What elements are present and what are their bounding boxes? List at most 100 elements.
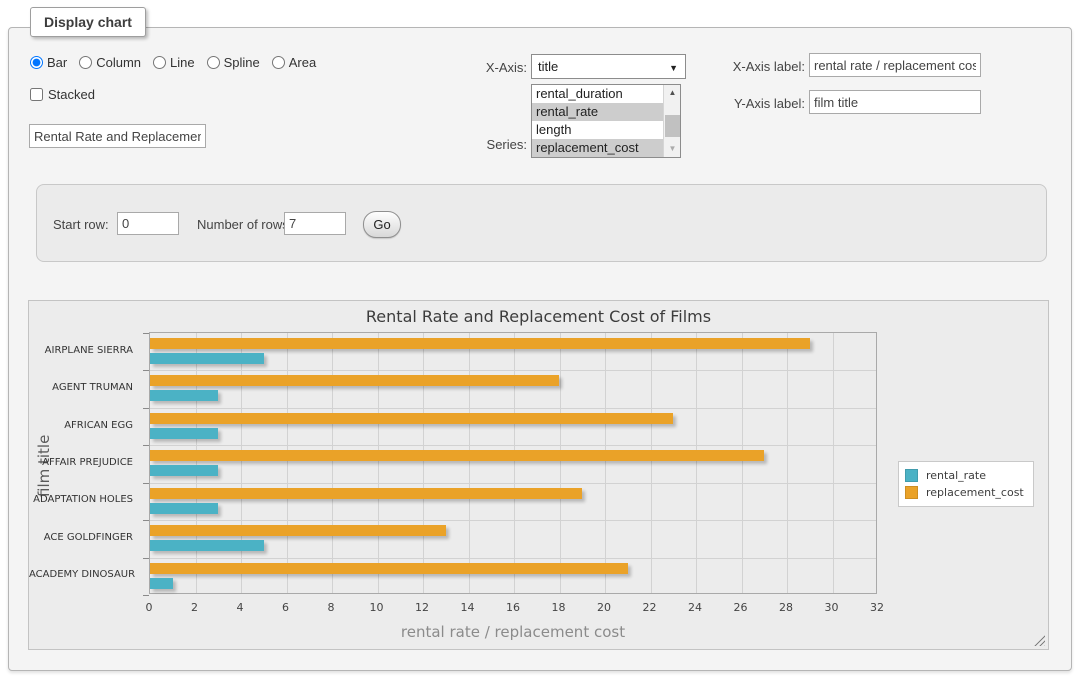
- x-tick-labels: 02468101214161820222426283032: [149, 601, 877, 615]
- radio-label-column: Column: [96, 55, 141, 70]
- x-tick-label-6: 6: [271, 601, 301, 614]
- chart-type-radio-group: Bar Column Line Spline Area: [30, 55, 328, 70]
- x-gridline-10: [378, 333, 379, 593]
- radio-label-bar: Bar: [47, 55, 67, 70]
- category-label: AIRPLANE SIERRA: [29, 345, 133, 357]
- x-axis-select-label: X-Axis:: [420, 60, 527, 75]
- category-label: ACADEMY DINOSAUR: [29, 569, 133, 581]
- series-listbox[interactable]: rental_durationrental_ratelengthreplacem…: [531, 84, 681, 158]
- stacked-row: Stacked: [30, 87, 95, 102]
- x-gridline-30: [833, 333, 834, 593]
- bar-rental_rate-affair-prejudice: [150, 465, 218, 476]
- series-list-label: Series:: [420, 137, 527, 152]
- x-axis-selected-value: title: [538, 59, 558, 74]
- x-tick-label-30: 30: [817, 601, 847, 614]
- scroll-down-icon[interactable]: ▼: [664, 141, 681, 157]
- category-label: AFFAIR PREJUDICE: [29, 457, 133, 469]
- chart-legend: rental_rate replacement_cost: [898, 461, 1034, 507]
- legend-swatch-replacement_cost: [905, 486, 918, 499]
- resize-grip-icon[interactable]: [1032, 633, 1045, 646]
- series-scrollbar[interactable]: ▲ ▼: [663, 85, 680, 157]
- y-tick-mark-3: [143, 445, 149, 446]
- x-gridline-22: [651, 333, 652, 593]
- scroll-up-icon[interactable]: ▲: [664, 85, 681, 101]
- legend-label-replacement_cost: replacement_cost: [926, 486, 1024, 499]
- bar-replacement_cost-ace-goldfinger: [150, 525, 446, 536]
- bar-rental_rate-agent-truman: [150, 390, 218, 401]
- y-gridline-4: [150, 483, 876, 484]
- y-tick-mark-6: [143, 558, 149, 559]
- radio-line[interactable]: [153, 56, 166, 69]
- x-tick-label-0: 0: [134, 601, 164, 614]
- bar-rental_rate-adaptation-holes: [150, 503, 218, 514]
- x-tick-label-12: 12: [407, 601, 437, 614]
- bar-rental_rate-airplane-sierra: [150, 353, 264, 364]
- y-gridline-5: [150, 520, 876, 521]
- y-axis-label-input[interactable]: [809, 90, 981, 114]
- x-tick-label-32: 32: [862, 601, 892, 614]
- y-tick-mark-0: [143, 333, 149, 334]
- x-gridline-4: [241, 333, 242, 593]
- x-axis-label-input[interactable]: [809, 53, 981, 77]
- row-range-panel: Start row: Number of rows: Go: [36, 184, 1047, 262]
- bar-rental_rate-african-egg: [150, 428, 218, 439]
- x-axis-select[interactable]: title ▼: [531, 54, 686, 79]
- series-option-replacement_cost[interactable]: replacement_cost: [532, 139, 663, 157]
- series-option-length[interactable]: length: [532, 121, 663, 139]
- category-label: AGENT TRUMAN: [29, 382, 133, 394]
- x-tick-label-2: 2: [180, 601, 210, 614]
- chart-type-option-spline: Spline: [207, 55, 260, 70]
- chart-title: Rental Rate and Replacement Cost of Film…: [29, 307, 1048, 326]
- start-row-input[interactable]: [117, 212, 179, 235]
- y-gridline-3: [150, 445, 876, 446]
- start-row-label: Start row:: [53, 217, 109, 232]
- x-tick-label-18: 18: [544, 601, 574, 614]
- bar-replacement_cost-academy-dinosaur: [150, 563, 628, 574]
- x-tick-label-4: 4: [225, 601, 255, 614]
- x-gridline-12: [423, 333, 424, 593]
- y-tick-mark-7: [143, 595, 149, 596]
- legend-label-rental_rate: rental_rate: [926, 469, 986, 482]
- scrollbar-thumb[interactable]: [665, 115, 680, 137]
- number-of-rows-input[interactable]: [284, 212, 346, 235]
- bar-rental_rate-academy-dinosaur: [150, 578, 173, 589]
- radio-area[interactable]: [272, 56, 285, 69]
- x-gridline-28: [787, 333, 788, 593]
- series-option-rental_rate[interactable]: rental_rate: [532, 103, 663, 121]
- x-tick-label-22: 22: [635, 601, 665, 614]
- y-tick-mark-1: [143, 370, 149, 371]
- bar-replacement_cost-agent-truman: [150, 375, 559, 386]
- chart-x-axis-title: rental rate / replacement cost: [149, 623, 877, 641]
- go-button[interactable]: Go: [363, 211, 401, 238]
- chart-type-option-area: Area: [272, 55, 316, 70]
- stacked-label: Stacked: [48, 87, 95, 102]
- x-tick-label-24: 24: [680, 601, 710, 614]
- bar-replacement_cost-adaptation-holes: [150, 488, 582, 499]
- radio-label-line: Line: [170, 55, 195, 70]
- stacked-checkbox[interactable]: [30, 88, 43, 101]
- y-gridline-6: [150, 558, 876, 559]
- series-option-rental_duration[interactable]: rental_duration: [532, 85, 663, 103]
- legend-item-rental_rate: rental_rate: [905, 467, 1024, 484]
- x-gridline-24: [696, 333, 697, 593]
- radio-bar[interactable]: [30, 56, 43, 69]
- chart-type-option-bar: Bar: [30, 55, 67, 70]
- category-labels: AIRPLANE SIERRA AGENT TRUMAN AFRICAN EGG AF…: [29, 332, 141, 594]
- x-tick-label-8: 8: [316, 601, 346, 614]
- bar-replacement_cost-airplane-sierra: [150, 338, 810, 349]
- x-gridline-16: [514, 333, 515, 593]
- chart-title-input[interactable]: [29, 124, 206, 148]
- radio-column[interactable]: [79, 56, 92, 69]
- y-gridline-1: [150, 370, 876, 371]
- radio-spline[interactable]: [207, 56, 220, 69]
- x-gridline-8: [332, 333, 333, 593]
- category-label: ACE GOLDFINGER: [29, 532, 133, 544]
- category-label: ADAPTATION HOLES: [29, 494, 133, 506]
- x-tick-label-16: 16: [498, 601, 528, 614]
- x-gridline-2: [196, 333, 197, 593]
- category-label: AFRICAN EGG: [29, 420, 133, 432]
- y-axis-label-caption: Y-Axis label:: [700, 96, 805, 111]
- legend-item-replacement_cost: replacement_cost: [905, 484, 1024, 501]
- chart-type-option-column: Column: [79, 55, 141, 70]
- number-of-rows-label: Number of rows:: [197, 217, 292, 232]
